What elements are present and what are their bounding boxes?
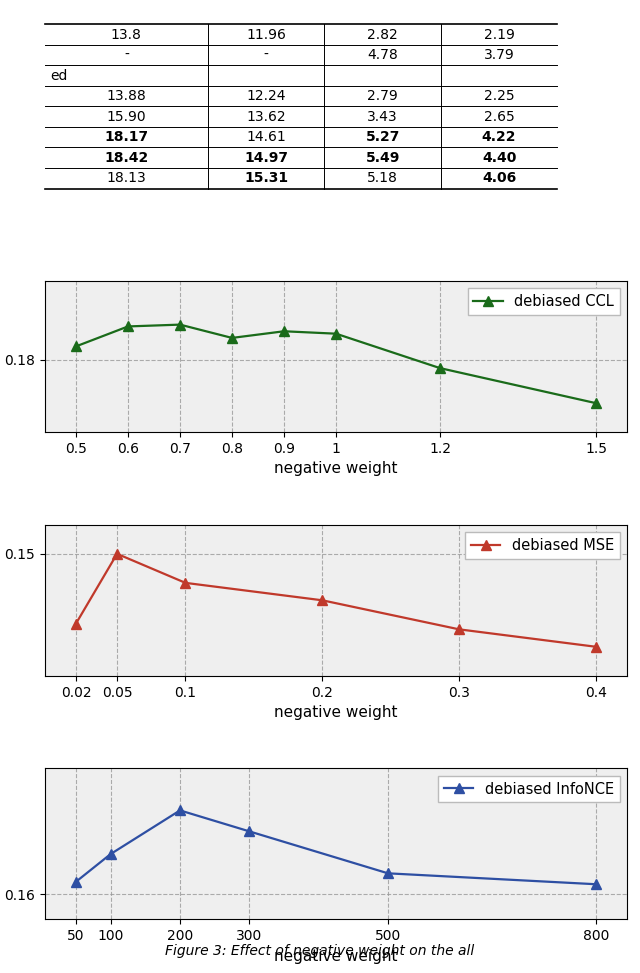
Text: 2.82: 2.82 bbox=[367, 27, 398, 42]
Text: 18.42: 18.42 bbox=[104, 151, 148, 164]
Text: 5.27: 5.27 bbox=[365, 130, 400, 144]
Legend: debiased InfoNCE: debiased InfoNCE bbox=[438, 775, 620, 803]
Text: -: - bbox=[264, 48, 269, 62]
Text: -: - bbox=[124, 48, 129, 62]
X-axis label: negative weight: negative weight bbox=[275, 705, 397, 720]
Text: 2.65: 2.65 bbox=[484, 110, 515, 124]
Text: 2.19: 2.19 bbox=[484, 27, 515, 42]
Text: 2.25: 2.25 bbox=[484, 90, 515, 103]
Legend: debiased MSE: debiased MSE bbox=[465, 532, 620, 559]
Text: 18.13: 18.13 bbox=[106, 171, 146, 185]
Text: 15.31: 15.31 bbox=[244, 171, 288, 185]
Text: 12.24: 12.24 bbox=[246, 90, 286, 103]
X-axis label: negative weight: negative weight bbox=[275, 949, 397, 964]
Text: 18.17: 18.17 bbox=[104, 130, 148, 144]
Text: 4.22: 4.22 bbox=[482, 130, 516, 144]
Text: 4.06: 4.06 bbox=[482, 171, 516, 185]
Text: 13.62: 13.62 bbox=[246, 110, 286, 124]
Text: 4.40: 4.40 bbox=[482, 151, 516, 164]
X-axis label: negative weight: negative weight bbox=[275, 461, 397, 477]
Legend: debiased CCL: debiased CCL bbox=[468, 288, 620, 315]
Text: 14.97: 14.97 bbox=[244, 151, 288, 164]
Text: 14.61: 14.61 bbox=[246, 130, 286, 144]
Text: ed: ed bbox=[51, 69, 68, 83]
Text: 3.79: 3.79 bbox=[484, 48, 515, 62]
Text: Figure 3: Effect of negative weight on the all: Figure 3: Effect of negative weight on t… bbox=[165, 945, 475, 958]
Text: 3.43: 3.43 bbox=[367, 110, 398, 124]
Text: 11.96: 11.96 bbox=[246, 27, 286, 42]
Text: 5.18: 5.18 bbox=[367, 171, 398, 185]
Text: 15.90: 15.90 bbox=[106, 110, 146, 124]
Text: 13.8: 13.8 bbox=[111, 27, 142, 42]
Text: 13.88: 13.88 bbox=[106, 90, 146, 103]
Text: 4.78: 4.78 bbox=[367, 48, 398, 62]
Text: 5.49: 5.49 bbox=[365, 151, 400, 164]
Text: 2.79: 2.79 bbox=[367, 90, 398, 103]
